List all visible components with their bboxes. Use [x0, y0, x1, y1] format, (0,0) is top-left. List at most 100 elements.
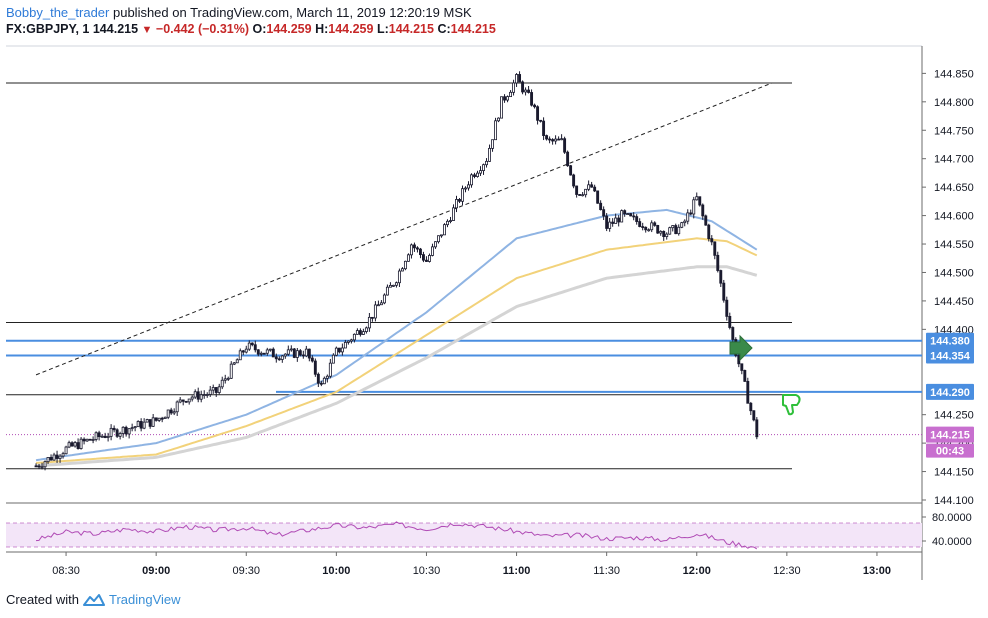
candle-body: [545, 135, 549, 140]
candle-body: [467, 184, 470, 189]
candle-body: [265, 349, 269, 354]
candle-body: [626, 213, 630, 215]
candle-body: [500, 96, 503, 119]
candle-body: [518, 74, 522, 83]
x-tick-label: 09:00: [142, 565, 170, 577]
y-tick-label: 144.600: [934, 211, 974, 223]
y-tick-label: 144.500: [934, 267, 974, 279]
x-axis: 08:30 09:00 09:30 10:00 10:30 11:00 11:30 12:00…: [52, 552, 891, 577]
trendline[interactable]: [35, 82, 773, 376]
candle-body: [403, 260, 407, 270]
rsi-y-tick-label: 80.0000: [932, 512, 972, 524]
open-label: O:: [252, 22, 267, 36]
candle-body: [346, 340, 350, 343]
candle-body: [349, 339, 353, 342]
candle-body: [470, 174, 473, 186]
candle-body: [719, 270, 723, 284]
candle-body: [88, 438, 92, 441]
candle-body: [412, 244, 416, 249]
candle-body: [728, 315, 732, 328]
candle-body: [181, 399, 185, 402]
candle-body: [527, 89, 531, 93]
candle-body: [76, 442, 80, 449]
footer: Created with TradingView: [6, 592, 181, 607]
author-link[interactable]: Bobby_the_trader: [6, 5, 110, 20]
candle-body: [340, 347, 344, 353]
candle-body: [223, 378, 227, 381]
candle-body: [563, 138, 567, 153]
candle-body: [220, 379, 224, 388]
candle-body: [193, 391, 197, 398]
candle-body: [596, 190, 600, 204]
y-tick-label: 144.150: [934, 467, 974, 479]
candle-body: [187, 398, 191, 403]
y-axis: 144.850 144.800 144.750 144.700 144.650 144.6…: [922, 68, 974, 548]
candle-body: [536, 106, 540, 121]
candle-body: [226, 377, 230, 380]
candle-body: [304, 348, 308, 357]
candle-body: [752, 410, 756, 421]
candle-body: [370, 316, 374, 319]
candle-body: [539, 119, 543, 122]
candle-body: [154, 417, 158, 421]
candle-body: [55, 454, 59, 459]
candle-body: [476, 172, 479, 177]
ma-slow-line: [35, 265, 758, 468]
candle-body: [605, 215, 609, 229]
price-labels: 144.380 144.354 144.290 144.215 00:43: [926, 332, 974, 458]
rsi-band: [6, 522, 922, 548]
x-tick-label: 10:30: [413, 565, 441, 577]
y-tick-label: 144.850: [934, 68, 974, 80]
candle-body: [115, 429, 119, 437]
candle-body: [34, 465, 38, 468]
candle-body: [533, 104, 537, 108]
candle-body: [581, 194, 585, 197]
candle-body: [196, 391, 200, 400]
candle-body: [683, 220, 687, 224]
x-tick-label: 11:30: [593, 565, 620, 577]
candle-body: [64, 446, 68, 455]
y-tick-label: 144.750: [934, 125, 974, 137]
y-tick-label: 144.250: [934, 410, 974, 422]
close-value: 144.215: [450, 22, 496, 36]
candle-body: [602, 209, 606, 217]
candle-body: [458, 199, 461, 202]
candle-body: [169, 409, 173, 414]
candle-body: [391, 284, 395, 287]
candle-body: [641, 226, 645, 228]
candle-body: [307, 348, 311, 359]
candle-body: [725, 299, 729, 317]
candle-body: [328, 362, 332, 377]
tradingview-brand-link[interactable]: TradingView: [108, 592, 181, 607]
candle-body: [199, 394, 203, 400]
candle-body: [746, 380, 750, 404]
candle-body: [112, 427, 116, 431]
chart-header: Bobby_the_trader published on TradingVie…: [6, 5, 472, 21]
candle-body: [286, 349, 290, 355]
candle-body: [172, 411, 176, 414]
price-label-box: [926, 332, 974, 349]
candle-body: [608, 221, 612, 229]
candle-body: [58, 455, 62, 459]
candle-body: [743, 370, 747, 382]
candle-body: [211, 387, 215, 391]
y-tick-label: 144.100: [934, 495, 974, 507]
candle-body: [136, 421, 140, 428]
candle-body: [367, 316, 371, 329]
published-text: published on TradingView.com, March 11, …: [112, 5, 472, 20]
candle-body: [133, 426, 137, 429]
candle-body: [238, 350, 242, 361]
candle-body: [569, 165, 573, 176]
candle-body: [244, 348, 248, 353]
countdown-box: [926, 443, 974, 458]
candle-body: [722, 282, 726, 301]
candle-body: [373, 304, 377, 319]
candle-body: [755, 419, 759, 438]
candle-body: [707, 224, 711, 240]
candle-body: [515, 74, 519, 84]
candle-body: [268, 348, 272, 351]
candle-body: [79, 438, 83, 449]
candle-body: [358, 330, 362, 335]
candle-body: [668, 227, 672, 235]
